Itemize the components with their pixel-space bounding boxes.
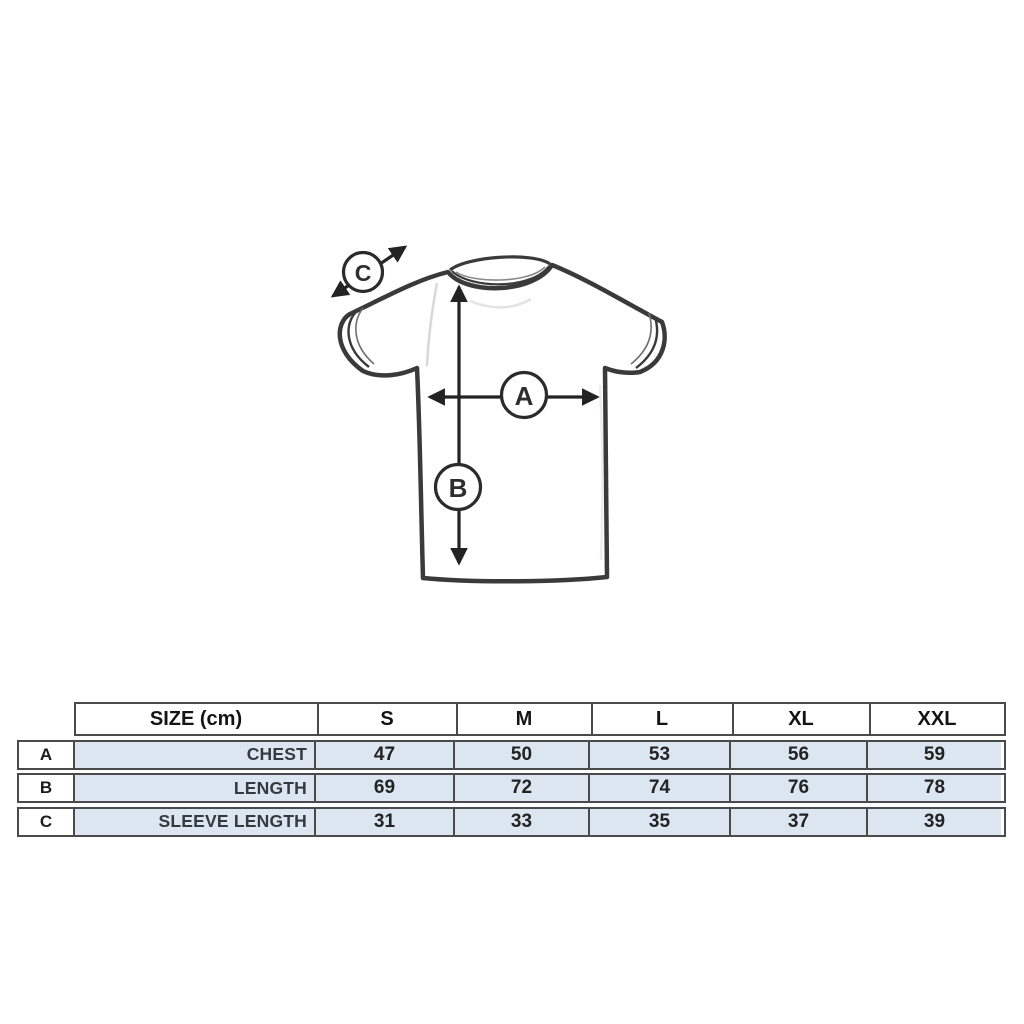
table-row-length: B LENGTH 69 72 74 76 78 bbox=[17, 773, 1006, 803]
body-fold-line-left bbox=[425, 282, 439, 367]
left-cuff-trim-inner bbox=[355, 307, 375, 365]
right-cuff-trim-inner bbox=[630, 312, 652, 365]
table-row-chest: A CHEST 47 50 53 56 59 bbox=[17, 739, 1006, 770]
header-col-l: L bbox=[590, 704, 732, 734]
measure-letter-a: A bbox=[515, 381, 534, 411]
body-fold-line-right bbox=[598, 384, 604, 561]
collar-back-edge bbox=[449, 255, 551, 272]
header-col-s: S bbox=[316, 704, 456, 734]
measure-circle-b bbox=[433, 462, 483, 512]
row-sleeve-val-xxl: 39 bbox=[866, 808, 1001, 835]
header-size-cm: SIZE (cm) bbox=[75, 704, 317, 734]
row-sleeve-name: SLEEVE LENGTH bbox=[73, 808, 314, 835]
header-col-xl: XL bbox=[731, 704, 869, 734]
row-sleeve-key: C bbox=[19, 808, 73, 835]
row-length-val-m: 72 bbox=[453, 775, 588, 801]
left-cuff-trim-outer bbox=[347, 310, 370, 368]
row-chest-name: CHEST bbox=[73, 741, 314, 768]
measure-circle-a bbox=[499, 370, 549, 420]
row-length-key: B bbox=[19, 775, 73, 801]
measure-circle-c bbox=[341, 250, 385, 294]
collar-inner-line bbox=[451, 265, 550, 286]
row-length-val-l: 74 bbox=[588, 775, 729, 801]
under-collar-shade bbox=[469, 297, 532, 309]
size-table-header-row: SIZE (cm) S M L XL XXL bbox=[73, 702, 1006, 736]
header-col-m: M bbox=[455, 704, 591, 734]
row-sleeve-val-m: 33 bbox=[453, 808, 588, 835]
row-sleeve-val-s: 31 bbox=[314, 808, 453, 835]
row-chest-key: A bbox=[19, 741, 73, 768]
table-row-sleeve-length: C SLEEVE LENGTH 31 33 35 37 39 bbox=[17, 806, 1006, 837]
right-cuff-trim-outer bbox=[635, 316, 659, 369]
row-length-val-s: 69 bbox=[314, 775, 453, 801]
header-col-xxl: XXL bbox=[868, 704, 1004, 734]
tshirt-diagram: C A B bbox=[330, 245, 667, 584]
row-chest-val-xxl: 59 bbox=[866, 741, 1001, 768]
measure-letter-c: C bbox=[355, 260, 372, 286]
tshirt-outline bbox=[337, 262, 667, 584]
size-table: SIZE (cm) S M L XL XXL A CHEST 47 50 53 … bbox=[17, 702, 1006, 837]
row-chest-val-s: 47 bbox=[314, 741, 453, 768]
row-length-val-xl: 76 bbox=[729, 775, 866, 801]
measure-letter-b: B bbox=[449, 473, 468, 503]
row-chest-val-xl: 56 bbox=[729, 741, 866, 768]
row-length-name: LENGTH bbox=[73, 775, 314, 801]
row-chest-val-l: 53 bbox=[588, 741, 729, 768]
row-chest-val-m: 50 bbox=[453, 741, 588, 768]
row-length-val-xxl: 78 bbox=[866, 775, 1001, 801]
collar-rib-line bbox=[455, 266, 546, 281]
row-sleeve-val-l: 35 bbox=[588, 808, 729, 835]
row-sleeve-val-xl: 37 bbox=[729, 808, 866, 835]
